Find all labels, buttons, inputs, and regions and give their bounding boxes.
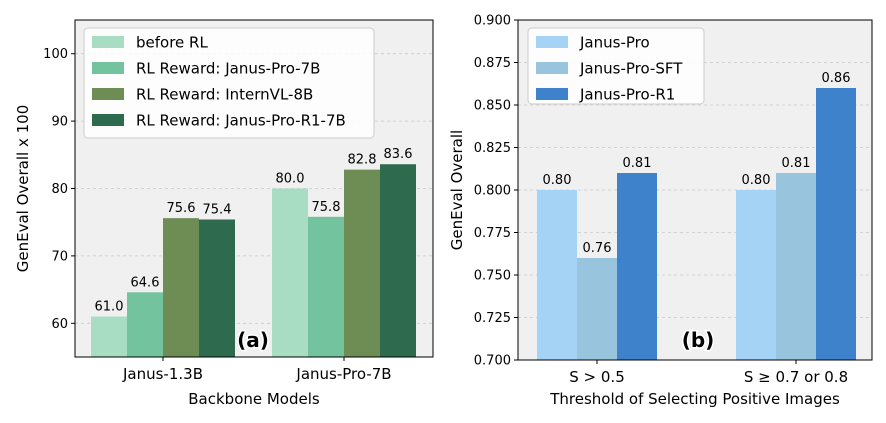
data-label: 64.6 (131, 275, 160, 290)
bar (577, 258, 617, 360)
legend-box (527, 27, 705, 105)
data-label: 75.8 (312, 200, 341, 215)
y-tick-label: 0.775 (474, 226, 511, 241)
x-axis-label: Threshold of Selecting Positive Images (549, 390, 840, 408)
x-tick-label: S > 0.5 (569, 368, 624, 386)
bar (816, 88, 856, 360)
data-label: 75.6 (167, 201, 196, 216)
chart-panel-b: 0.700 0.725 0.750 0.775 0.800 0.825 0.850 0.875… (448, 14, 873, 408)
x-tick-label: Janus-Pro-7B (295, 365, 391, 383)
y-tick-label: 60 (51, 317, 68, 332)
y-tick-label: 100 (43, 47, 68, 62)
data-label: 83.6 (384, 147, 413, 162)
legend: Janus-Pro Janus-Pro-SFT Janus-Pro-R1 (527, 27, 705, 105)
data-label: 82.8 (348, 153, 377, 168)
bar (91, 316, 127, 357)
bar (127, 292, 163, 357)
y-tick-label: 80 (51, 182, 68, 197)
bar (776, 173, 816, 360)
data-label: 0.81 (782, 156, 811, 171)
chart-panel-a: 60 70 80 90 100 61.0 80.0 64.6 75.8 75.6 82.8 75.4 8… (14, 19, 434, 408)
legend-swatch (92, 36, 124, 48)
y-tick-label: 70 (51, 249, 68, 264)
x-axis-label: Backbone Models (188, 390, 320, 408)
data-label: 75.4 (203, 203, 232, 218)
y-tick-label: 90 (51, 115, 68, 130)
bar (163, 218, 199, 357)
data-label: 0.76 (583, 241, 612, 256)
axes-frame (74, 19, 434, 358)
legend-swatch (536, 36, 568, 48)
y-tick-label: 0.875 (474, 56, 511, 71)
legend-swatch (536, 88, 568, 100)
data-label: 0.86 (822, 71, 851, 86)
bar (617, 173, 657, 360)
legend-label: RL Reward: Janus-Pro-R1-7B (136, 112, 346, 130)
data-label: 61.0 (95, 300, 124, 315)
axes-frame (517, 19, 873, 361)
y-tick-label: 0.700 (474, 354, 511, 369)
legend-box (83, 27, 375, 139)
y-tick-label: 0.850 (474, 99, 511, 114)
legend-label: RL Reward: Janus-Pro-7B (136, 60, 320, 78)
panel-label: (a) (237, 328, 269, 352)
bar (199, 219, 235, 357)
bar (537, 190, 577, 360)
x-tick-label: Janus-1.3B (122, 365, 203, 383)
legend-label: Janus-Pro (579, 34, 650, 52)
bar (344, 169, 380, 357)
bar (272, 188, 308, 357)
panel-label: (b) (682, 328, 715, 352)
y-tick-label: 0.800 (474, 184, 511, 199)
legend: before RL RL Reward: Janus-Pro-7B RL Rewar… (83, 27, 375, 139)
y-tick-label: 0.900 (474, 14, 511, 29)
legend-label: Janus-Pro-R1 (579, 86, 675, 104)
y-tick-label: 0.825 (474, 141, 511, 156)
y-tick-label: 0.725 (474, 311, 511, 326)
legend-swatch (92, 88, 124, 100)
y-tick-label: 0.750 (474, 269, 511, 284)
y-axis-label: GenEval Overall (448, 130, 466, 250)
legend-label: Janus-Pro-SFT (579, 60, 683, 78)
y-axis-label: GenEval Overall x 100 (14, 105, 32, 273)
data-label: 0.81 (623, 156, 652, 171)
bar (736, 190, 776, 360)
data-label: 80.0 (276, 172, 305, 187)
legend-swatch (92, 62, 124, 74)
legend-swatch (536, 62, 568, 74)
legend-swatch (92, 114, 124, 126)
bar (308, 216, 344, 357)
x-tick-label: S ≥ 0.7 or 0.8 (744, 368, 848, 386)
legend-label: before RL (136, 34, 208, 52)
bar (380, 164, 416, 357)
data-label: 0.80 (543, 173, 572, 188)
data-label: 0.80 (742, 173, 771, 188)
legend-label: RL Reward: InternVL-8B (136, 86, 313, 104)
